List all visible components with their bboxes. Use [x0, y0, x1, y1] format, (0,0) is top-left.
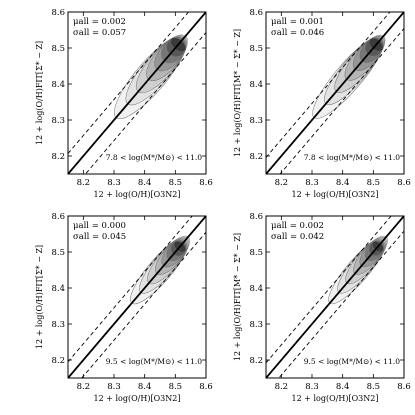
x-tick-label: 8.6 [397, 382, 411, 392]
y-tick-label: 8.5 [51, 248, 65, 258]
y-tick-label: 8.6 [51, 8, 65, 18]
y-tick-label: 8.6 [249, 212, 263, 222]
x-tick-label: 8.2 [77, 178, 91, 188]
x-axis-label: 12 + log(O/H)[O3N2] [292, 190, 379, 199]
stat-sigma: σall = 0.042 [271, 232, 324, 242]
dashed-lower-line [84, 32, 206, 174]
y-tick-label: 8.3 [51, 320, 65, 330]
x-tick-label: 8.3 [305, 382, 319, 392]
mass-range-annotation: 9.5 < log(M*/M⊙) < 11.0 [106, 357, 202, 366]
panel-4: 8.2 8.3 8.4 8.5 8.6 8.2 8.3 8.4 8.5 8.6 12 + log(O… [233, 212, 411, 403]
mass-range-annotation: 7.8 < log(M*/M⊙) < 11.0 [106, 153, 202, 162]
panel-3: 8.2 8.3 8.4 8.5 8.6 8.2 8.3 8.4 8.5 8.6 12 + log(O… [35, 212, 213, 403]
dashed-upper-line [266, 12, 391, 158]
y-tick-label: 8.2 [51, 152, 65, 162]
x-tick-label: 8.4 [138, 178, 152, 188]
x-tick-label: 8.6 [199, 178, 213, 188]
axes-frame [67, 11, 207, 175]
x-tick-label: 8.5 [169, 382, 183, 392]
stat-mean: μall = 0.002 [73, 17, 126, 27]
axes-frame [67, 215, 207, 379]
plot-area [266, 12, 404, 174]
panel-1: 8.2 8.3 8.4 8.5 8.6 8.2 8.3 8.4 8.5 8.6 12 + log(O… [35, 8, 213, 199]
x-tick-label: 8.2 [275, 178, 289, 188]
x-tick-label: 8.2 [275, 382, 289, 392]
y-axis-label: 12 + log(O/H)FIT[Σ* − Z] [35, 245, 44, 349]
x-tick-label: 8.4 [138, 382, 152, 392]
axes-frame [265, 11, 405, 175]
stat-sigma: σall = 0.057 [73, 28, 126, 38]
mass-range-annotation: 9.5 < log(M*/M⊙) < 11.0 [304, 357, 400, 366]
y-axis-label: 12 + log(O/H)FIT[Σ* − Z] [35, 41, 44, 145]
y-axis-label: 12 + log(O/H)FIT[M* − Σ* − Z] [233, 29, 242, 157]
y-tick-label: 8.3 [249, 320, 263, 330]
x-tick-label: 8.5 [169, 178, 183, 188]
dashed-lower-line [81, 231, 206, 378]
dashed-upper-line [68, 216, 193, 363]
y-tick-label: 8.5 [249, 248, 263, 258]
y-axis-label: 12 + log(O/H)FIT[M* − Σ* − Z] [233, 233, 242, 361]
one-to-one-line [266, 216, 404, 378]
y-tick-label: 8.2 [249, 356, 263, 366]
plot-area [68, 12, 206, 174]
y-tick-label: 8.5 [249, 44, 263, 54]
y-tick-label: 8.4 [249, 284, 263, 294]
x-tick-label: 8.6 [199, 382, 213, 392]
y-tick-label: 8.4 [51, 80, 65, 90]
x-axis-label: 12 + log(O/H)[O3N2] [292, 394, 379, 403]
plot-area [266, 216, 404, 378]
x-tick-label: 8.3 [305, 178, 319, 188]
y-tick-label: 8.4 [249, 80, 263, 90]
y-tick-label: 8.2 [51, 356, 65, 366]
x-axis-label: 12 + log(O/H)[O3N2] [94, 190, 181, 199]
y-tick-label: 8.3 [51, 116, 65, 126]
dashed-lower-line [279, 28, 404, 174]
x-tick-label: 8.2 [77, 382, 91, 392]
x-tick-label: 8.4 [336, 178, 350, 188]
x-axis-label: 12 + log(O/H)[O3N2] [94, 394, 181, 403]
y-tick-label: 8.4 [51, 284, 65, 294]
stat-mean: μall = 0.000 [73, 221, 126, 231]
x-tick-label: 8.6 [397, 178, 411, 188]
one-to-one-line [68, 216, 206, 378]
y-tick-label: 8.6 [51, 212, 65, 222]
stat-mean: μall = 0.002 [271, 221, 324, 231]
x-tick-label: 8.4 [336, 382, 350, 392]
mass-range-annotation: 7.8 < log(M*/M⊙) < 11.0 [304, 153, 400, 162]
y-tick-label: 8.6 [249, 8, 263, 18]
stat-sigma: σall = 0.045 [73, 232, 126, 242]
dashed-upper-line [68, 12, 190, 154]
axes-frame [265, 215, 405, 379]
one-to-one-line [68, 12, 206, 174]
y-tick-label: 8.2 [249, 152, 263, 162]
x-tick-label: 8.3 [107, 178, 121, 188]
panel-2: 8.2 8.3 8.4 8.5 8.6 8.2 8.3 8.4 8.5 8.6 12 + log(O… [233, 8, 411, 199]
dashed-lower-line [278, 230, 404, 378]
x-tick-label: 8.3 [107, 382, 121, 392]
one-to-one-line [266, 12, 404, 174]
y-tick-label: 8.5 [51, 44, 65, 54]
dashed-upper-line [266, 216, 392, 364]
x-tick-label: 8.5 [367, 178, 381, 188]
plot-area [68, 216, 206, 378]
stat-sigma: σall = 0.046 [271, 28, 324, 38]
y-tick-label: 8.3 [249, 116, 263, 126]
x-tick-label: 8.5 [367, 382, 381, 392]
stat-mean: μall = 0.001 [271, 17, 324, 27]
